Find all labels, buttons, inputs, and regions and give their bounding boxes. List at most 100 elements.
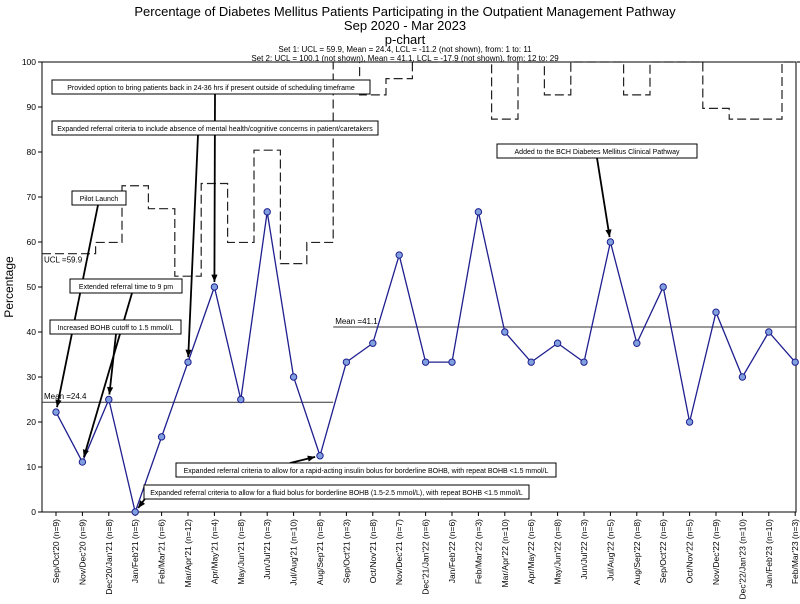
data-point: [659, 283, 667, 291]
data-point: [210, 283, 219, 291]
mean-label: Mean =24.4: [44, 392, 87, 401]
annotation-text: Expanded referral criteria to allow for …: [150, 490, 523, 497]
data-point: [606, 238, 615, 246]
annotation-arrowhead: [82, 449, 89, 458]
annotation-text: Extended referral time to 9 pm: [79, 284, 173, 291]
ucl-line: UCL =59.9: [42, 61, 800, 277]
x-tick-label: Dec'21/Jan'22 (n=6): [421, 519, 431, 595]
x-tick-label: Oct/Nov'22 (n=5): [685, 519, 695, 583]
data-point: [78, 458, 87, 466]
x-tick-label: Aug/Sep'21 (n=8): [315, 519, 325, 585]
annotation-text: Expanded referral criteria to allow for …: [184, 468, 549, 475]
data-point: [237, 395, 245, 404]
annotations: Provided option to bring patients back i…: [49, 79, 698, 509]
data-point: [421, 358, 430, 366]
x-tick-label: Jun/Jul'21 (n=3): [262, 519, 272, 580]
data-point: [738, 373, 747, 381]
data-point: [791, 358, 799, 366]
annotation-arrowhead: [55, 399, 62, 408]
x-tick-label: Jul/Aug'21 (n=10): [289, 519, 299, 586]
y-tick-label: 70: [27, 192, 37, 202]
x-tick-label: Jul/Aug'22 (n=5): [605, 519, 615, 581]
annotation-box: [71, 190, 127, 206]
data-point: [501, 328, 509, 336]
data-point: [342, 358, 351, 366]
annotation-box: [496, 143, 698, 159]
x-tick-label: Aug/Sep'22 (n=8): [632, 519, 642, 585]
x-tick-label: Apr/May'21 (n=4): [209, 519, 219, 584]
x-tick-label: Jan/Feb'21 (n=5): [130, 519, 140, 583]
x-tick-label: Jun/Jul'22 (n=3): [579, 519, 589, 580]
x-tick-label: Oct/Nov'21 (n=8): [368, 519, 378, 583]
x-tick-label: Feb/Mar'23 (n=3): [790, 519, 800, 584]
annotation-arrow-line: [187, 134, 199, 358]
data-point: [263, 208, 271, 216]
set2-info: Set 2: UCL = 100.1 (not shown), Mean = 4…: [251, 54, 559, 63]
x-tick-label: Nov/Dec'22 (n=9): [711, 519, 721, 585]
data-point: [527, 358, 535, 366]
data-point: [448, 358, 456, 366]
chart-title: Percentage of Diabetes Mellitus Patients…: [134, 4, 676, 19]
series-line: [52, 208, 799, 516]
annotation-arrowhead: [307, 455, 316, 462]
ucl-step-line: [42, 61, 800, 277]
data-point: [685, 418, 694, 426]
data-point: [633, 339, 641, 347]
y-tick-label: 80: [27, 147, 37, 157]
data-point: [184, 358, 192, 366]
data-point: [105, 395, 113, 404]
y-tick-label: 30: [27, 372, 37, 382]
data-point: [316, 452, 324, 460]
annotation-text: Expanded referral criteria to include ab…: [57, 126, 373, 133]
x-tick-label: Apr/May'22 (n=6): [526, 519, 536, 584]
data-point: [395, 251, 403, 259]
x-tick-label: Feb/Mar'22 (n=3): [473, 519, 483, 584]
x-tick-label: Jan/Feb'23 (n=10): [764, 519, 774, 588]
x-tick-label: May/Jun'21 (n=8): [236, 519, 246, 585]
annotation-arrow-line: [108, 333, 117, 395]
x-tick-label: Feb/Mar'21 (n=6): [157, 519, 167, 584]
data-point: [474, 208, 483, 216]
y-tick-label: 0: [31, 507, 36, 517]
chart-subtitle: Sep 2020 - Mar 2023: [344, 18, 466, 33]
mean-label: Mean =41.1: [335, 317, 378, 326]
y-tick-label: 60: [27, 237, 37, 247]
annotation-arrowhead: [605, 229, 612, 238]
annotation-box: [51, 79, 371, 95]
annotation-text: Provided option to bring patients back i…: [67, 85, 355, 92]
data-point: [52, 408, 60, 416]
annotation-arrow-line: [596, 157, 611, 238]
x-tick-label: Dec'22/Jan'23 (n=10): [737, 519, 747, 600]
annotation-arrowhead: [185, 349, 192, 358]
y-tick-label: 40: [27, 327, 37, 337]
x-tick-label: Mar/Apr'21 (n=12): [183, 519, 193, 588]
annotation-box: [49, 319, 182, 335]
annotation-arrowhead: [138, 500, 146, 508]
annotation-box: [69, 278, 183, 294]
annotation-arrowhead: [211, 274, 218, 283]
y-tick-label: 50: [27, 282, 37, 292]
x-tick-label: Nov/Dec'20 (n=9): [77, 519, 87, 585]
ucl-label: UCL =59.9: [44, 256, 83, 265]
x-axis: Sep/Oct'20 (n=9) Nov/Dec'20 (n=9) Dec'20/J…: [51, 512, 800, 600]
annotation-arrowhead: [107, 386, 114, 395]
annotation-box: [175, 462, 557, 478]
y-tick-label: 90: [27, 102, 37, 112]
y-tick-label: 100: [22, 57, 36, 67]
annotation-text: Added to the BCH Diabetes Mellitus Clini…: [515, 149, 680, 156]
data-point: [553, 339, 562, 347]
x-tick-label: Sep/Oct'20 (n=9): [51, 519, 61, 583]
annotation-box: [143, 484, 530, 500]
y-axis-label: Percentage: [2, 256, 16, 318]
y-tick-label: 20: [27, 417, 37, 427]
y-axis: 0 10 20 30 40 50 60 70 80 90 100: [22, 57, 42, 517]
x-tick-label: Nov/Dec'21 (n=7): [394, 519, 404, 585]
x-tick-label: Sep/Oct'22 (n=6): [658, 519, 668, 583]
annotation-arrow-line: [56, 204, 99, 408]
chart-kind: p-chart: [385, 32, 426, 47]
x-tick-label: Mar/Apr'22 (n=10): [500, 519, 510, 588]
annotation-text: Pilot Launch: [80, 196, 119, 203]
data-point: [765, 328, 773, 336]
data-point: [712, 308, 720, 316]
